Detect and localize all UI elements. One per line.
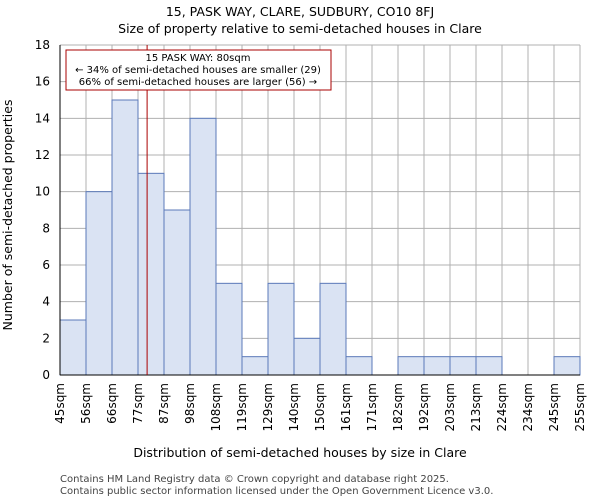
x-tick-98sqm: 98sqm xyxy=(183,383,197,424)
y-tick-8: 8 xyxy=(42,221,50,235)
x-tick-161sqm: 161sqm xyxy=(339,383,353,431)
x-tick-119sqm: 119sqm xyxy=(235,383,249,431)
bar-150sqm xyxy=(319,282,347,376)
bar-45sqm xyxy=(59,319,87,376)
x-tick-87sqm: 87sqm xyxy=(157,383,171,424)
annotation-line1: 15 PASK WAY: 80sqm xyxy=(146,53,251,64)
y-tick-2: 2 xyxy=(42,331,50,345)
annotation-line2: ← 34% of semi-detached houses are smalle… xyxy=(75,65,321,76)
y-tick-14: 14 xyxy=(35,111,50,125)
x-tick-108sqm: 108sqm xyxy=(209,383,223,431)
y-tick-labels: 0 2 4 6 8 10 12 14 16 18 xyxy=(35,38,50,382)
y-tick-4: 4 xyxy=(42,295,50,309)
bar-56sqm xyxy=(85,191,113,376)
x-tick-45sqm: 45sqm xyxy=(53,383,67,424)
bar-203sqm xyxy=(449,356,477,376)
x-tick-labels: 45sqm 56sqm 66sqm 77sqm 87sqm 98sqm 108sqm 119s… xyxy=(53,383,587,431)
chart-title-line1: 15, PASK WAY, CLARE, SUDBURY, CO10 8FJ xyxy=(166,4,434,19)
y-tick-0: 0 xyxy=(42,368,50,382)
bar-140sqm xyxy=(293,337,321,376)
bar-161sqm xyxy=(345,356,373,376)
x-tick-234sqm: 234sqm xyxy=(521,383,535,431)
annotation-border xyxy=(65,49,332,91)
bar-129sqm xyxy=(267,282,295,376)
y-axis-label: Number of semi-detached properties xyxy=(0,100,15,331)
x-tick-224sqm: 224sqm xyxy=(495,383,509,431)
y-tick-18: 18 xyxy=(35,38,50,52)
bar-77sqm xyxy=(137,172,165,376)
x-tick-66sqm: 66sqm xyxy=(105,383,119,424)
bar-98sqm xyxy=(189,117,217,376)
chart-title-line2: Size of property relative to semi-detach… xyxy=(118,21,482,36)
y-tick-12: 12 xyxy=(35,148,50,162)
bar-182sqm xyxy=(397,356,425,376)
bar-108sqm xyxy=(215,282,243,376)
bar-87sqm xyxy=(163,209,191,376)
x-tick-140sqm: 140sqm xyxy=(287,383,301,431)
x-tick-192sqm: 192sqm xyxy=(417,383,431,431)
footer-line2: Contains public sector information licen… xyxy=(60,486,493,497)
annotation-box: 15 PASK WAY: 80sqm ← 34% of semi-detache… xyxy=(65,49,332,91)
bar-192sqm xyxy=(423,356,451,376)
x-tick-182sqm: 182sqm xyxy=(391,383,405,431)
bar-119sqm xyxy=(241,356,269,376)
y-tick-10: 10 xyxy=(35,185,50,199)
y-tick-6: 6 xyxy=(42,258,50,272)
annotation-line3: 66% of semi-detached houses are larger (… xyxy=(79,77,317,88)
bar-66sqm xyxy=(111,99,139,376)
footer-line1: Contains HM Land Registry data © Crown c… xyxy=(60,474,449,485)
x-tick-255sqm: 255sqm xyxy=(573,383,587,431)
x-tick-203sqm: 203sqm xyxy=(443,383,457,431)
x-tick-213sqm: 213sqm xyxy=(469,383,483,431)
x-tick-171sqm: 171sqm xyxy=(365,383,379,431)
x-tick-245sqm: 245sqm xyxy=(547,383,561,431)
x-tick-56sqm: 56sqm xyxy=(79,383,93,424)
x-tick-150sqm: 150sqm xyxy=(313,383,327,431)
y-tick-16: 16 xyxy=(35,75,50,89)
x-tick-77sqm: 77sqm xyxy=(131,383,145,424)
x-tick-129sqm: 129sqm xyxy=(261,383,275,431)
bar-213sqm xyxy=(475,356,503,376)
bar-245sqm xyxy=(553,356,581,376)
bars xyxy=(59,99,581,376)
x-axis-label: Distribution of semi-detached houses by … xyxy=(133,445,467,460)
